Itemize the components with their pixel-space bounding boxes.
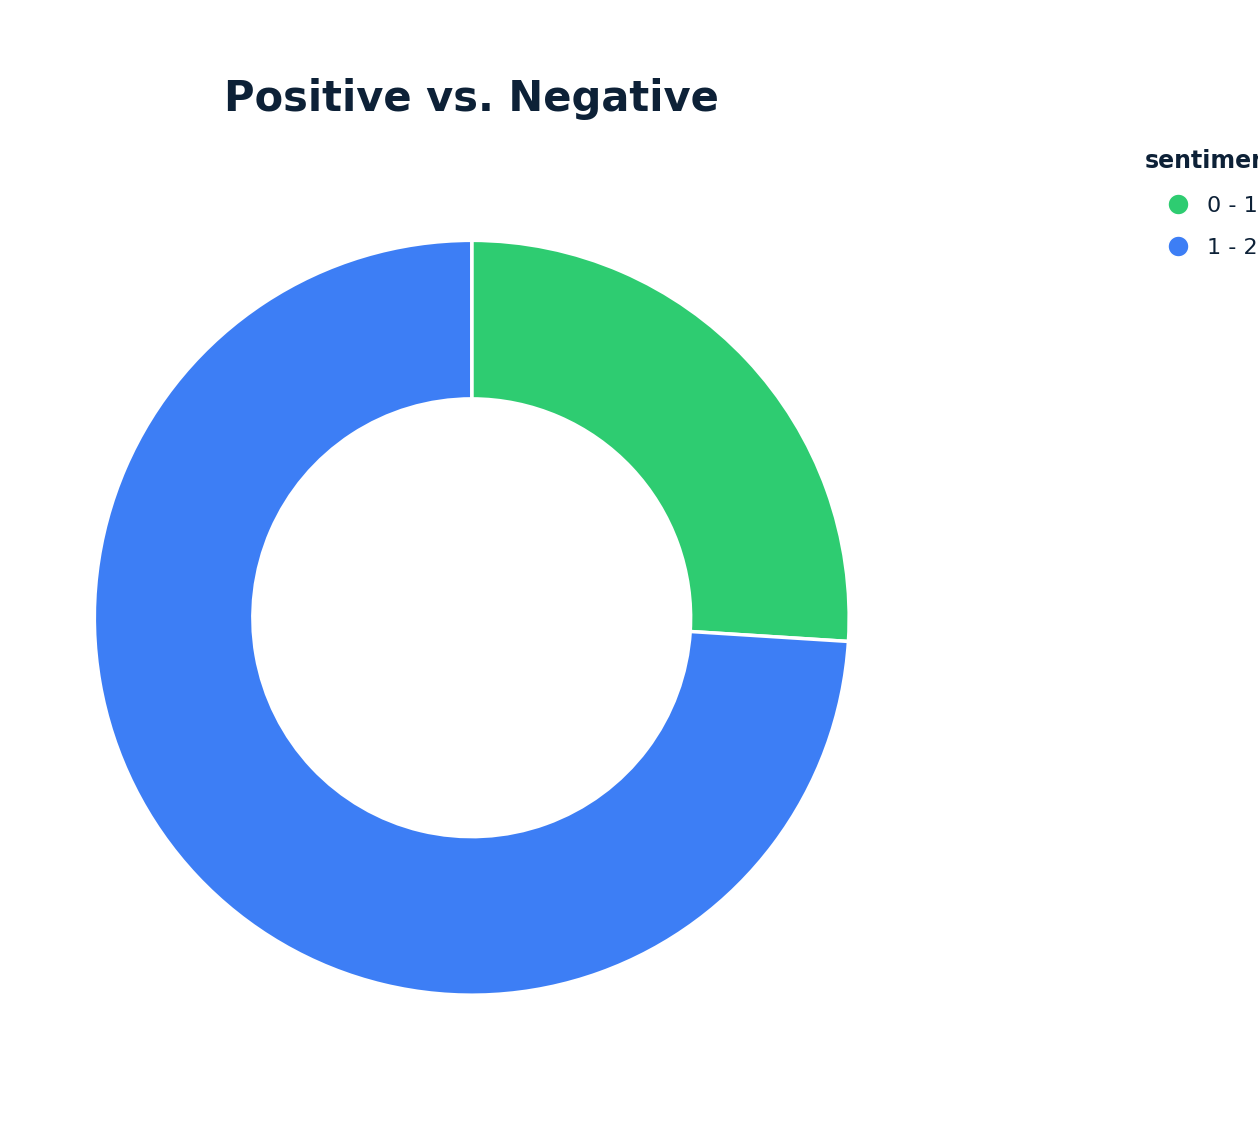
- Title: Positive vs. Negative: Positive vs. Negative: [224, 78, 720, 120]
- Legend: 0 - 1, 1 - 2: 0 - 1, 1 - 2: [1133, 138, 1258, 269]
- Wedge shape: [94, 240, 848, 995]
- Wedge shape: [472, 240, 849, 642]
